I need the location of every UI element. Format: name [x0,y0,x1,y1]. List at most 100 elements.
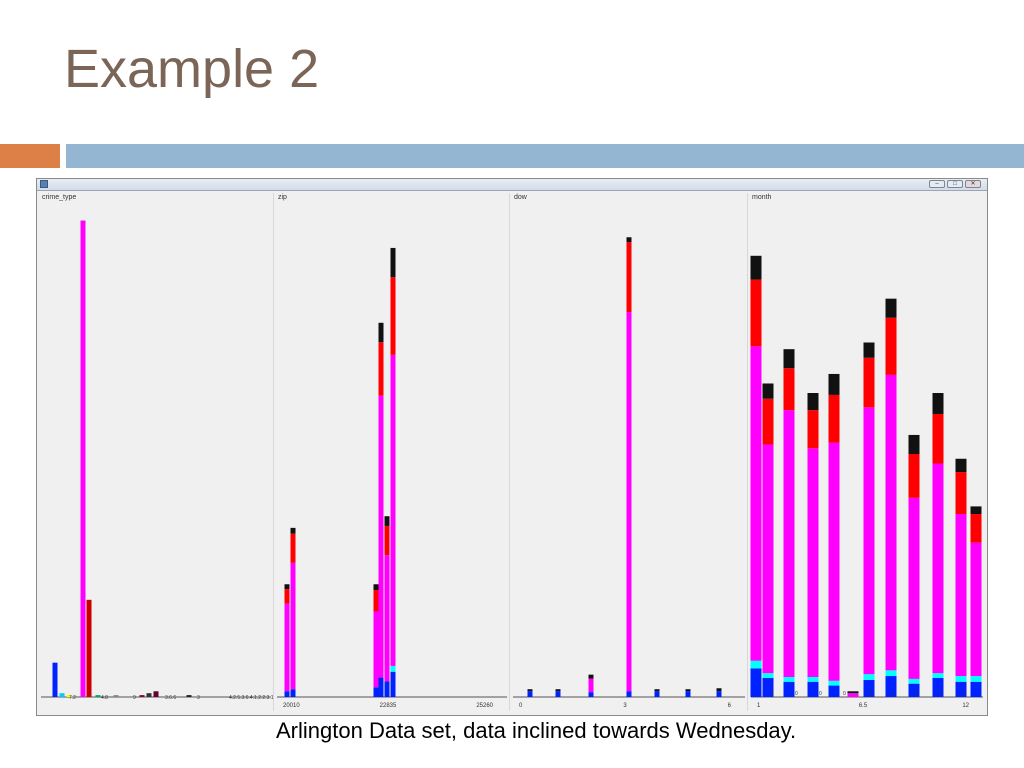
bar-9-segment-4 [932,393,944,414]
bar-count-label: 17 [867,691,873,697]
bar-2-segment-1 [783,676,795,682]
bar-4-segment-0 [384,681,390,697]
bar-5-segment-1 [685,689,691,692]
chart-panel-crime-type[interactable]: crime_type 7.2 4.8 9 3.6.6 3 4.2.5.3.6.4.1.2.… [39,193,274,711]
bar-6-segment-1 [863,674,875,680]
bar-4-segment-1 [654,689,660,692]
bar-count-label: 0 [795,691,798,697]
bar-3-segment-3 [626,237,632,243]
bar-4-segment-0 [654,691,660,697]
x-tick-label: 20010 [283,703,300,709]
bar-2-segment-2 [783,410,795,677]
bar-0-segment-0 [52,662,58,697]
bar-5-segment-4 [390,247,396,278]
bar-3-segment-2 [378,342,384,396]
bar-10-segment-4 [955,458,967,473]
crime-type-chart[interactable]: 7.2 4.8 9 3.6.6 3 4.2.5.3.6.4.1.2.2.3.1 [39,193,273,711]
bar-3-segment-1 [378,395,384,678]
bar-1-segment-3 [762,398,774,445]
bar-3-segment-1 [807,676,819,682]
maximize-button[interactable]: □ [947,180,963,188]
bar-8-segment-2 [908,497,920,679]
bar-2-segment-2 [588,674,594,679]
bar-count-label: 0 [963,691,966,697]
bar-4-segment-2 [384,525,390,556]
x-tick-label: 1 [757,703,761,709]
bar-count-label: 3.6.6 [165,695,176,701]
bar-0-segment-1 [284,603,290,692]
bar-1-segment-3 [290,527,296,534]
bar-1-segment-1 [762,673,774,678]
bar-count-label: 9 [133,695,136,701]
bar-9-segment-0 [153,691,159,697]
slide-title: Example 2 [64,39,320,99]
bar-8-segment-0 [146,693,152,697]
bar-7-segment-4 [885,298,897,318]
bar-count-label: 4.8 [101,695,108,701]
bar-2-segment-1 [373,611,379,688]
bar-9-segment-0 [932,677,944,697]
bar-5-segment-0 [390,671,396,697]
bar-4-segment-3 [828,394,840,443]
bar-1-segment-4 [762,383,774,399]
bar-3-segment-0 [378,677,384,697]
bar-8-segment-0 [908,683,920,697]
bar-6-segment-0 [716,691,722,697]
bar-6-segment-2 [863,407,875,675]
bar-0-segment-0 [527,691,533,697]
x-tick-label: 0 [519,703,523,709]
bar-3-segment-2 [626,242,632,313]
bar-1-segment-1 [555,689,561,692]
bar-8-segment-1 [908,678,920,684]
bar-5-segment-2 [390,354,396,666]
bar-5-segment-1 [847,691,859,694]
x-tick-label: 12 [962,703,969,709]
bar-7-segment-0 [139,695,145,697]
bar-1-segment-0 [290,689,296,697]
bar-2-segment-4 [783,349,795,369]
bar-2-segment-0 [373,687,379,697]
chart-panel-month[interactable]: month 1 6.5 12 0 0 0 0 17 0 0 0 0 [749,193,985,711]
bar-7-segment-3 [885,317,897,375]
bar-0-segment-4 [750,255,762,280]
bar-1-segment-0 [762,677,774,697]
x-tick-label: 22835 [380,703,397,709]
month-chart[interactable]: 1 6.5 12 0 0 0 0 17 0 0 0 0 [749,193,985,711]
bar-0-segment-0 [284,691,290,697]
bar-2-segment-0 [588,692,594,697]
x-tick-label: 6 [728,703,732,709]
bar-count-label: 4.2.5.3.6.4.1.2.2.3.1 [229,695,273,701]
bar-10-segment-2 [955,514,967,677]
app-icon [40,180,48,188]
bar-0-segment-1 [750,660,762,669]
minimize-button[interactable]: – [929,180,945,188]
accent-bar-orange [0,144,60,168]
bar-0-segment-1 [527,689,533,692]
bar-count-label: 0 [819,691,822,697]
bar-6-segment-1 [716,688,722,692]
bar-2-segment-0 [66,695,72,697]
close-button[interactable]: ✕ [965,180,981,188]
chart-panel-zip[interactable]: zip 20010 22835 25260 [275,193,510,711]
bar-count-label: 0 [771,691,774,697]
panel-title: zip [278,194,287,201]
bar-11-segment-3 [970,514,982,543]
slide-caption: Arlington Data set, data inclined toward… [276,718,797,743]
bar-7-segment-2 [885,374,897,671]
window-titlebar[interactable]: – □ ✕ [37,179,987,191]
bar-count-label: 0 [939,691,942,697]
dow-chart[interactable]: 0 3 6 [511,193,747,711]
bar-count-label: 7.2 [69,695,76,701]
bar-3-segment-3 [807,410,819,449]
bar-count-label: 0 [915,691,918,697]
bar-4-segment-0 [86,599,92,697]
chart-panel-dow[interactable]: dow 0 3 6 [511,193,748,711]
bar-3-segment-0 [807,681,819,697]
zip-chart[interactable]: 20010 22835 25260 [275,193,509,711]
bar-11-segment-2 [970,542,982,677]
bar-10-segment-0 [186,695,192,697]
bar-4-segment-1 [384,555,390,682]
bar-count-label: 0 [843,691,846,697]
app-window: – □ ✕ crime_type 7.2 4.8 9 3.6.6 3 4.2.5.3.6.… [36,178,988,716]
bar-7-segment-1 [885,670,897,677]
